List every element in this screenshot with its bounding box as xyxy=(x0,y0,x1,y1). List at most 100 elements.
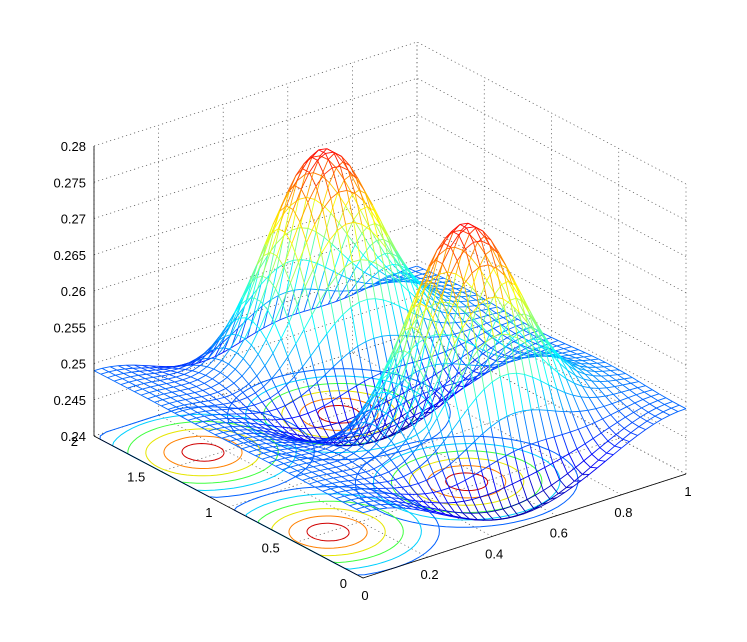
mesh-edge xyxy=(225,388,233,395)
mesh-edge xyxy=(263,252,271,257)
mesh-edge xyxy=(206,366,214,370)
mesh-edge xyxy=(309,451,318,454)
mesh-edge xyxy=(423,317,431,338)
mesh-edge xyxy=(341,156,349,171)
mesh-edge xyxy=(226,377,235,384)
mesh-edge xyxy=(393,415,403,422)
mesh-edge xyxy=(378,482,387,489)
mesh-edge xyxy=(423,406,431,419)
mesh-edge xyxy=(551,354,560,364)
sidewall-grid-z xyxy=(416,222,687,366)
mesh-edge xyxy=(315,231,325,238)
mesh-edge xyxy=(356,380,365,387)
mesh-edge xyxy=(532,376,541,382)
mesh-edge xyxy=(279,368,287,386)
mesh-edge xyxy=(516,297,525,315)
mesh-edge xyxy=(526,499,535,509)
mesh-edge xyxy=(599,440,609,448)
mesh-edge xyxy=(310,149,320,158)
mesh-edge xyxy=(368,443,377,453)
mesh-edge xyxy=(212,372,221,380)
mesh-edge xyxy=(423,266,431,291)
mesh-edge xyxy=(358,302,367,342)
mesh-edge xyxy=(323,453,331,458)
mesh-edge xyxy=(442,386,450,394)
mesh-edge xyxy=(323,174,332,199)
mesh-edge xyxy=(621,441,630,449)
mesh-edge xyxy=(256,449,264,454)
mesh-edge xyxy=(489,319,497,335)
mesh-edge xyxy=(187,419,196,425)
mesh-edge xyxy=(245,317,253,322)
mesh-edge xyxy=(271,319,280,325)
mesh-edge xyxy=(248,375,258,385)
mesh-edge xyxy=(342,470,350,476)
mesh-edge xyxy=(358,466,366,473)
mesh-edge xyxy=(331,481,341,484)
mesh-edge xyxy=(197,374,206,381)
mesh-edge xyxy=(475,388,485,399)
mesh-edge xyxy=(573,383,582,398)
mesh-edge xyxy=(326,439,336,445)
mesh-edge xyxy=(345,453,354,459)
mesh-edge xyxy=(576,443,586,450)
mesh-edge xyxy=(350,499,358,504)
mesh-edge xyxy=(393,486,403,489)
mesh-edge xyxy=(458,372,466,379)
mesh-edge xyxy=(421,412,430,432)
mesh-edge xyxy=(395,380,404,388)
mesh-edge xyxy=(526,494,536,500)
mesh-edge xyxy=(295,168,303,176)
mesh-edge xyxy=(478,304,486,343)
mesh-edge xyxy=(489,244,497,269)
mesh-edge xyxy=(641,407,649,413)
contour-line xyxy=(163,435,243,469)
mesh-edge xyxy=(393,273,403,280)
mesh-edge xyxy=(278,454,286,459)
mesh-edge xyxy=(469,227,477,235)
surface-mesh xyxy=(93,148,687,521)
mesh-edge xyxy=(233,375,243,384)
mesh-edge xyxy=(330,486,339,490)
mesh-edge xyxy=(315,456,323,461)
mesh-edge xyxy=(451,230,459,236)
mesh-edge xyxy=(350,466,360,470)
mesh-edge xyxy=(552,349,562,360)
mesh-edge xyxy=(330,453,339,458)
mesh-edge xyxy=(642,395,652,400)
mesh-edge xyxy=(407,396,416,415)
mesh-edge xyxy=(369,426,379,439)
mesh-edge xyxy=(222,334,232,349)
mesh-edge xyxy=(587,408,596,411)
mesh-edge xyxy=(153,376,161,381)
mesh-edge xyxy=(432,273,441,305)
mesh-edge xyxy=(420,280,428,287)
mesh-edge xyxy=(403,472,412,478)
mesh-edge xyxy=(518,331,528,342)
mesh-edge xyxy=(315,174,325,187)
mesh-edge xyxy=(183,370,193,375)
mesh-edge xyxy=(424,411,432,414)
mesh-edge xyxy=(342,425,352,435)
mesh-edge xyxy=(409,279,419,290)
mesh-edge xyxy=(175,404,185,408)
mesh-edge xyxy=(387,275,396,281)
mesh-edge xyxy=(163,367,173,370)
mesh-edge xyxy=(201,396,209,402)
mesh-edge xyxy=(287,447,296,450)
z-tick-label: 0.255 xyxy=(53,320,86,335)
mesh-edge xyxy=(447,288,457,290)
y-axis-line xyxy=(93,435,364,579)
mesh-edge xyxy=(287,289,295,317)
mesh-edge xyxy=(352,457,361,463)
mesh-edge xyxy=(523,329,531,335)
mesh-edge xyxy=(319,290,328,307)
mesh-edge xyxy=(366,299,375,339)
mesh-edge xyxy=(536,325,546,339)
mesh-edge xyxy=(344,294,353,299)
mesh-edge xyxy=(346,190,355,223)
mesh-edge xyxy=(572,394,582,398)
mesh-edge xyxy=(249,445,257,451)
mesh-edge xyxy=(265,322,275,340)
mesh-edge xyxy=(326,323,336,335)
